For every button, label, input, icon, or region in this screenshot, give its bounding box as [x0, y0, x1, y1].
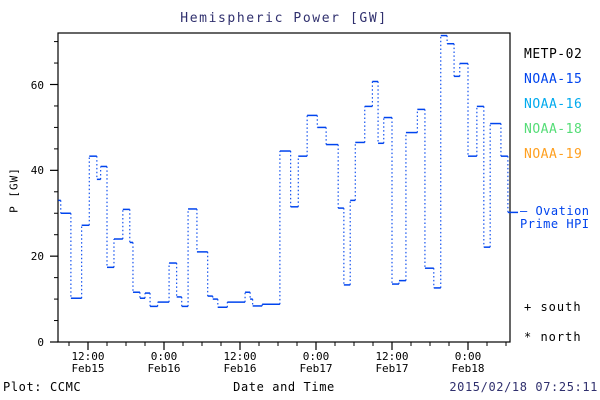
legend-ovation-line2: Prime HPI	[520, 217, 590, 231]
x-tick-label: 12:00 Feb17	[375, 350, 409, 375]
footer-plot-credit: Plot: CCMC	[3, 380, 82, 394]
marker-legend-north: * north	[524, 330, 582, 344]
plot-frame	[57, 32, 511, 343]
legend-item-noaa19: NOAA-19	[524, 147, 583, 162]
legend-ovation-line1: – Ovation	[520, 204, 590, 218]
marker-legend-south: + south	[524, 300, 582, 314]
footer-timestamp: 2015/02/18 07:25:11	[449, 380, 598, 394]
legend-item-noaa15: NOAA-15	[524, 72, 583, 87]
y-tick-label: 60	[30, 78, 44, 92]
x-tick-label: 0:00 Feb16	[147, 350, 181, 375]
y-tick-label: 20	[30, 250, 44, 264]
x-tick-label: 12:00 Feb16	[223, 350, 257, 375]
chart-title: Hemispheric Power [GW]	[180, 11, 388, 26]
legend-item-noaa16: NOAA-16	[524, 97, 583, 112]
legend-item-metp02: METP-02	[524, 47, 583, 62]
x-tick-label: 0:00 Feb18	[451, 350, 485, 375]
legend-item-noaa18: NOAA-18	[524, 122, 583, 137]
x-axis-title: Date and Time	[233, 380, 335, 394]
x-tick-label: 0:00 Feb17	[299, 350, 333, 375]
y-tick-label: 0	[37, 336, 44, 349]
hpi-step-line	[58, 34, 519, 308]
x-tick-label: 12:00 Feb15	[71, 350, 105, 375]
y-tick-label: 40	[30, 164, 44, 178]
